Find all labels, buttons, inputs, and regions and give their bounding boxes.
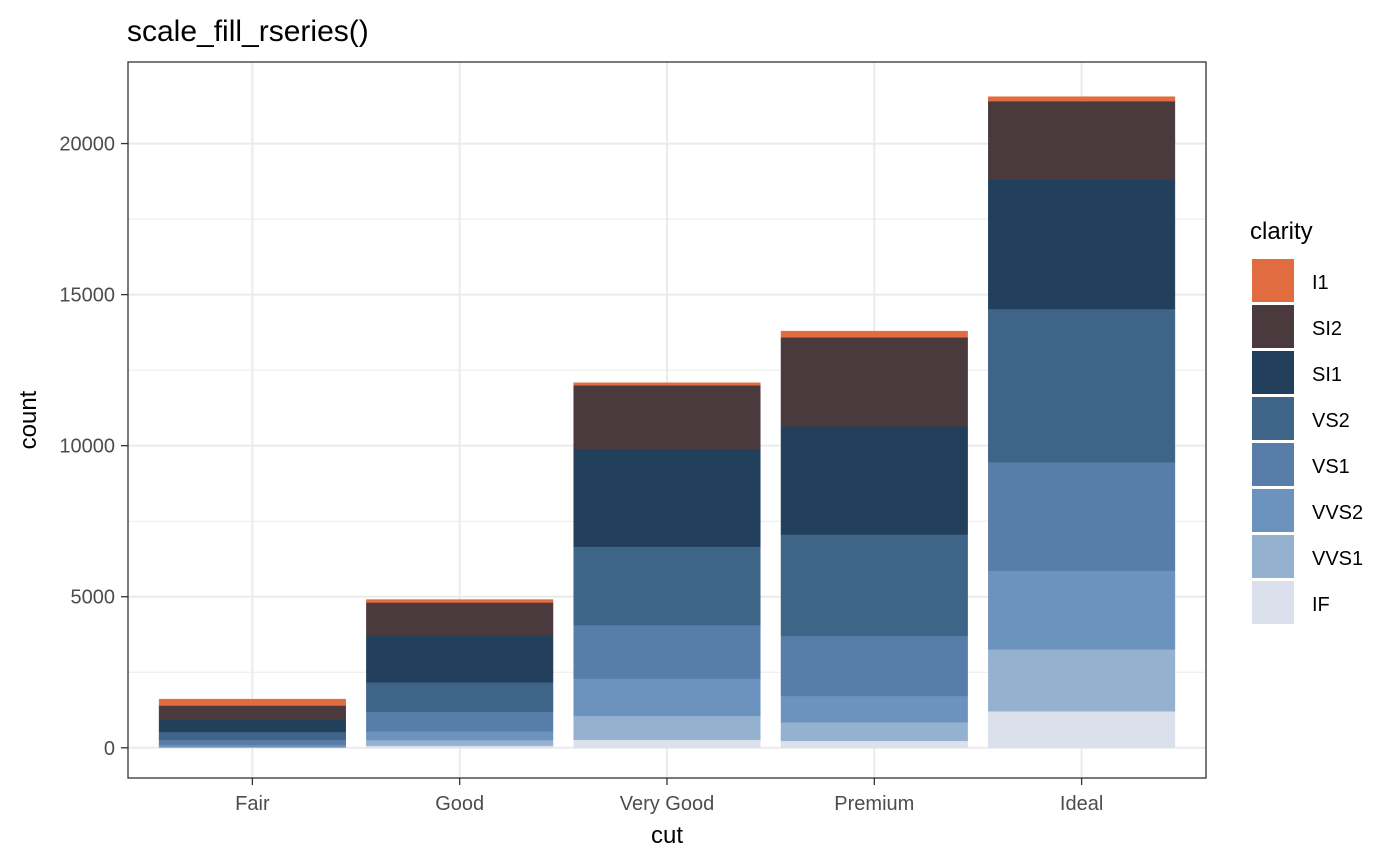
bar-segment-vs1 [158,739,346,746]
bar-segment-si1 [988,179,1176,310]
legend-label-vvs1: VVS1 [1312,548,1363,570]
x-tick-label: Ideal [1060,793,1103,815]
y-tick-label: 5000 [71,587,116,609]
bar-segment-vs2 [780,534,968,637]
y-tick-label: 0 [104,738,115,760]
legend-label-i1: I1 [1312,272,1329,294]
y-tick-label: 10000 [59,436,115,458]
legend-key-vs2 [1252,397,1294,440]
x-axis: Fair Good Very Good Premium Ideal [235,778,1103,815]
bar-segment-vvs2 [988,570,1176,650]
bar-segment-vs1 [573,624,761,679]
bar-segment-i1 [988,96,1176,102]
legend-key-vvs1 [1252,535,1294,578]
bar-segment-vvs1 [366,739,554,746]
bar-segment-si2 [780,337,968,427]
x-tick-label: Very Good [620,793,715,815]
legend-key-vs1 [1252,443,1294,486]
y-axis: 0 5000 10000 15000 20000 [59,134,128,760]
chart-title: scale_fill_rseries() [127,15,369,48]
bar-segment-si1 [573,448,761,547]
bar-segment-if [780,740,968,749]
x-tick-label: Good [435,793,484,815]
x-tick-label: Fair [235,793,270,815]
bar-segment-i1 [158,698,346,706]
bar-segment-i1 [780,330,968,338]
bar-segment-si2 [573,385,761,450]
bar-segment-vvs2 [366,731,554,741]
bar-segment-i1 [573,382,761,386]
legend-key-vvs2 [1252,489,1294,532]
legend-title: clarity [1250,218,1313,245]
bar-segment-vvs2 [573,678,761,717]
bar-segment-si2 [158,705,346,720]
bar-segment-si1 [158,719,346,733]
bar-segment-vs1 [988,461,1176,571]
bars [158,96,1176,749]
legend-label-if: IF [1312,594,1330,616]
legend: clarity I1 SI2 SI1 VS2 VS1 VVS2 VVS1 IF [1250,218,1363,624]
y-tick-label: 20000 [59,134,115,156]
bar-segment-vs2 [573,546,761,626]
bar-segment-si1 [780,426,968,535]
bar-segment-si2 [366,602,554,636]
legend-label-vvs2: VVS2 [1312,502,1363,524]
bar-segment-vs2 [366,682,554,713]
bar-segment-si1 [366,634,554,683]
bar-segment-vvs1 [573,715,761,740]
legend-label-vs2: VS2 [1312,410,1350,432]
bar-segment-vs1 [780,635,968,697]
y-axis-title: count [15,390,42,449]
x-axis-title: cut [651,822,683,849]
bar-segment-vvs2 [780,695,968,723]
y-tick-label: 15000 [59,285,115,307]
bar-segment-if [366,745,554,749]
legend-key-si2 [1252,305,1294,348]
bar-segment-si2 [988,100,1176,180]
legend-label-si2: SI2 [1312,318,1342,340]
legend-label-si1: SI1 [1312,364,1342,386]
bar-segment-if [988,710,1176,749]
bar-segment-vvs1 [988,649,1176,712]
bar-segment-vvs1 [780,721,968,742]
x-tick-label: Premium [834,793,914,815]
legend-key-i1 [1252,259,1294,302]
legend-key-si1 [1252,351,1294,394]
bar-segment-vs1 [366,711,554,732]
bar-segment-vs2 [988,308,1176,463]
legend-label-vs1: VS1 [1312,456,1350,478]
bar-segment-if [573,739,761,749]
bar-segment-i1 [366,599,554,603]
bar-segment-vvs2 [158,744,346,748]
legend-key-if [1252,581,1294,624]
bar-segment-vs2 [158,731,346,741]
